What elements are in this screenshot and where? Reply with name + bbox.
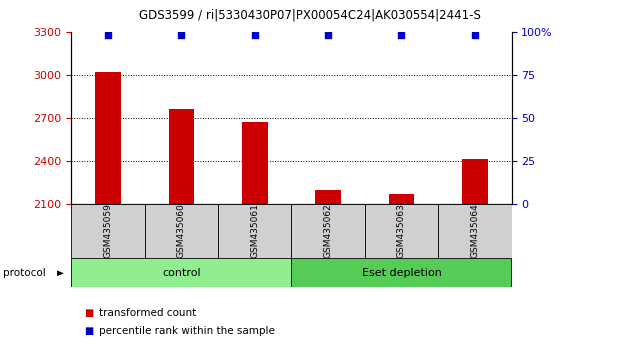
Text: GSM435064: GSM435064 <box>471 204 479 258</box>
Bar <box>169 109 194 204</box>
Point <box>103 33 113 38</box>
Text: percentile rank within the sample: percentile rank within the sample <box>99 326 275 336</box>
Text: GSM435059: GSM435059 <box>104 204 112 258</box>
Bar <box>462 159 488 204</box>
Bar <box>71 204 144 258</box>
Bar <box>291 258 512 287</box>
Bar <box>438 204 512 258</box>
Text: ■: ■ <box>84 326 93 336</box>
Point <box>323 33 333 38</box>
Bar <box>389 194 414 204</box>
Bar <box>218 204 291 258</box>
Bar <box>144 204 218 258</box>
Text: GSM435061: GSM435061 <box>250 204 259 258</box>
Text: GSM435063: GSM435063 <box>397 204 406 258</box>
Polygon shape <box>57 270 64 276</box>
Bar <box>71 258 291 287</box>
Point <box>396 33 406 38</box>
Bar <box>365 204 438 258</box>
Bar <box>315 190 341 204</box>
Text: Eset depletion: Eset depletion <box>361 268 441 278</box>
Bar <box>95 72 121 204</box>
Text: control: control <box>162 268 201 278</box>
Text: protocol: protocol <box>3 268 46 278</box>
Text: transformed count: transformed count <box>99 308 197 318</box>
Text: GSM435060: GSM435060 <box>177 204 186 258</box>
Point <box>470 33 480 38</box>
Text: GSM435062: GSM435062 <box>324 204 332 258</box>
Text: GDS3599 / ri|5330430P07|PX00054C24|AK030554|2441-S: GDS3599 / ri|5330430P07|PX00054C24|AK030… <box>139 9 481 22</box>
Point <box>250 33 260 38</box>
Bar <box>242 122 268 204</box>
Bar <box>291 204 365 258</box>
Point <box>176 33 186 38</box>
Text: ■: ■ <box>84 308 93 318</box>
